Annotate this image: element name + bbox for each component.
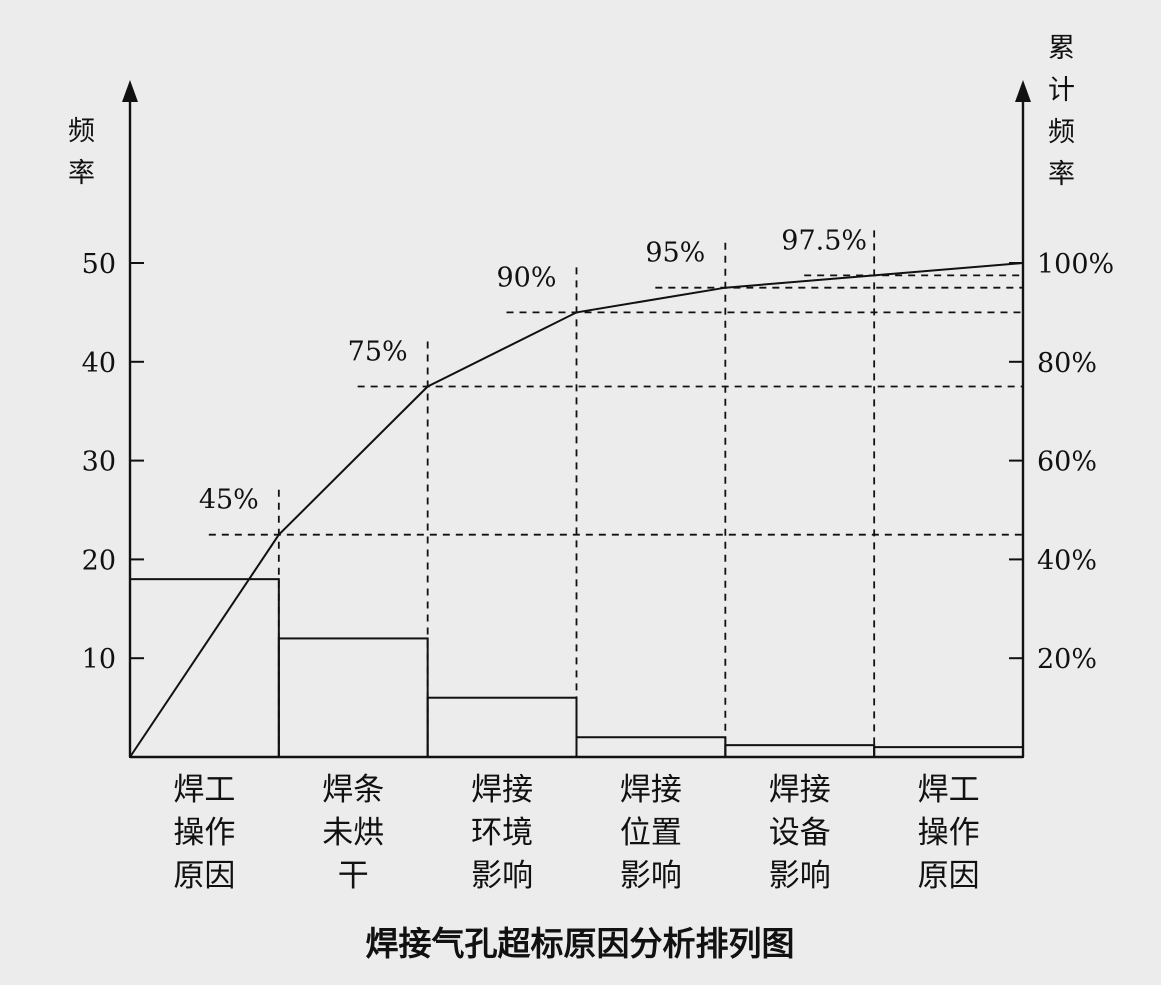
left-tick-label-50: 50	[82, 249, 116, 280]
category-1-line-3: 原因	[173, 858, 235, 894]
category-5-line-1: 焊接	[769, 772, 831, 808]
right-tick-label-20: 20%	[1037, 644, 1097, 675]
category-4-line-2: 位置	[620, 815, 682, 851]
bar-3	[426, 696, 578, 758]
cumulative-line	[129, 262, 1024, 758]
left-tick-label-40: 40	[82, 348, 116, 379]
category-4-line-3: 影响	[620, 858, 682, 894]
bar-2	[277, 637, 429, 758]
category-3-line-1: 焊接	[471, 772, 533, 808]
axis-ticks	[130, 262, 1023, 660]
left-axis-arrow-icon	[122, 80, 138, 102]
category-2-line-2: 未烘	[322, 815, 384, 851]
category-1-line-2: 操作	[173, 815, 235, 851]
right-tick-label-40: 40%	[1037, 545, 1097, 576]
left-tick-label-20: 20	[82, 545, 116, 576]
category-5-line-2: 设备	[769, 815, 831, 851]
category-2-line-3: 干	[338, 858, 369, 894]
right-tick-label-60: 60%	[1037, 447, 1097, 478]
category-1-line-1: 焊工	[173, 772, 235, 808]
right-axis-title-char-3: 频	[1048, 117, 1075, 148]
bar-1	[129, 578, 280, 758]
left-tick-label-30: 30	[82, 447, 116, 478]
axis-labels: 10 20 30 40 50 20% 40% 60% 80% 100%	[82, 249, 1115, 675]
category-5-line-3: 影响	[769, 858, 831, 894]
category-6-line-2: 操作	[918, 815, 980, 851]
right-axis-title-char-2: 计	[1048, 75, 1075, 106]
left-axis-title-char-1: 频	[68, 116, 95, 147]
category-3-line-3: 影响	[471, 858, 533, 894]
category-6-line-3: 原因	[918, 858, 980, 894]
left-axis-title-char-2: 率	[68, 158, 95, 189]
category-6-line-1: 焊工	[918, 772, 980, 808]
reference-dashes	[208, 230, 1023, 757]
right-axis-title-char-1: 累	[1048, 33, 1075, 64]
cumulative-labels: 45% 75% 90% 95% 97.5%	[199, 225, 867, 515]
bar-5	[724, 744, 876, 758]
right-tick-label-80: 80%	[1037, 348, 1097, 379]
right-axis-title-char-4: 率	[1048, 159, 1075, 190]
cumulative-label-4: 95%	[645, 238, 705, 269]
left-tick-label-10: 10	[82, 644, 116, 675]
category-4-line-1: 焊接	[620, 772, 682, 808]
category-3-line-2: 环境	[471, 815, 533, 851]
cumulative-label-1: 45%	[199, 485, 259, 516]
cumulative-label-5: 97.5%	[781, 225, 867, 256]
chart-title: 焊接气孔超标原因分析排列图	[366, 924, 795, 963]
right-axis-arrow-icon	[1015, 80, 1031, 102]
bar-6	[873, 746, 1025, 758]
cumulative-label-2: 75%	[348, 337, 408, 368]
category-2-line-1: 焊条	[322, 772, 384, 808]
cumulative-label-3: 90%	[496, 262, 556, 293]
bar-4	[575, 736, 727, 758]
right-tick-label-100: 100%	[1037, 249, 1114, 280]
